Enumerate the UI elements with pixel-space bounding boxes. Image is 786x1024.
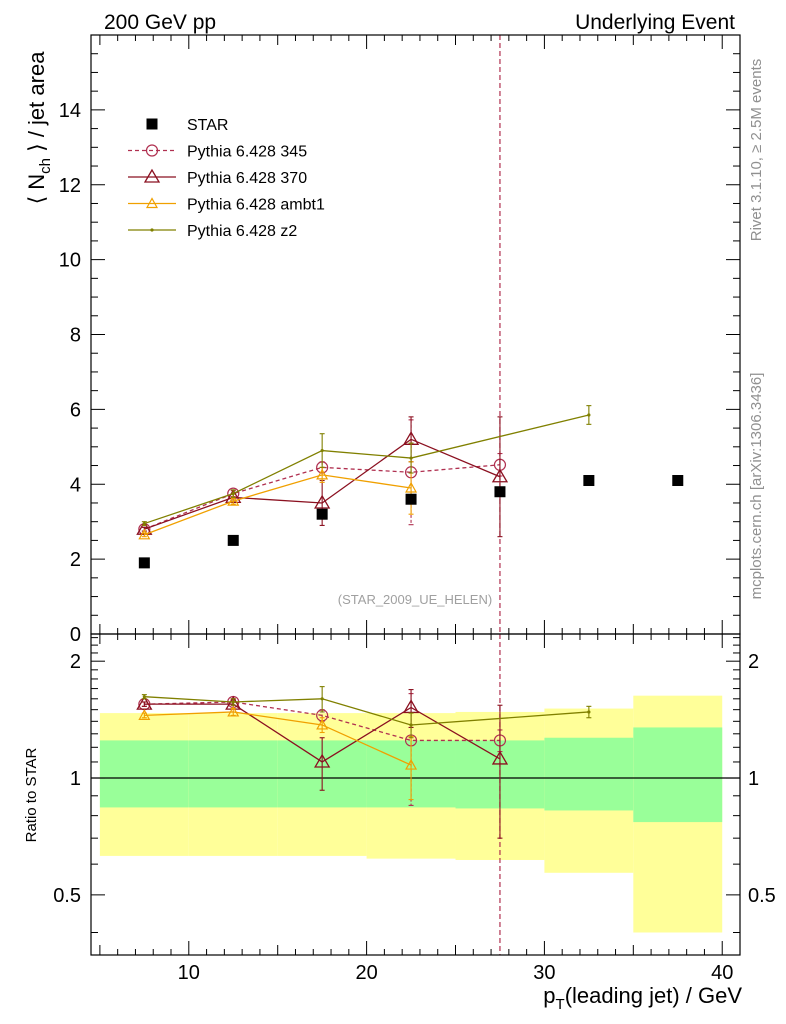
ratio-y-tick-label-right: 1	[748, 768, 759, 790]
main-z2-point	[231, 492, 235, 496]
legend-p345-label: Pythia 6.428 345	[187, 144, 307, 161]
analysis-label: (STAR_2009_UE_HELEN)	[338, 592, 492, 607]
header-right: Underlying Event	[575, 11, 735, 34]
main-star-point	[672, 475, 684, 487]
x-axis-label: pT(leading jet) / GeV	[543, 983, 742, 1013]
x-tick-label: 20	[355, 962, 377, 984]
main-y-axis-label-post: ⟩ / jet area	[24, 51, 49, 158]
main-star-point	[316, 508, 328, 520]
ratio-band-inner	[544, 737, 634, 811]
main-ambt1-point	[227, 494, 240, 506]
legend-ambt1-label: Pythia 6.428 ambt1	[187, 197, 325, 214]
rivet-label: Rivet 3.1.10, ≥ 2.5M events	[748, 59, 765, 242]
ratio-z2-point	[231, 700, 235, 704]
main-y-tick-label: 4	[70, 474, 81, 496]
ratio-panel-frame	[90, 633, 741, 956]
ratio-band-inner	[99, 740, 189, 808]
main-y-tick-label: 8	[70, 325, 81, 347]
legend-p370-marker	[143, 168, 161, 183]
legend-star-marker	[146, 118, 158, 130]
ratio-p370-point	[314, 753, 331, 768]
legend-z2-marker	[150, 228, 154, 232]
ratio-y-tick-label: 0.5	[53, 885, 81, 907]
legend-p345-marker	[145, 144, 159, 157]
x-tick-label: 10	[178, 962, 200, 984]
main-y-axis-label-sub: ch	[37, 158, 54, 174]
main-y-tick-label: 10	[59, 250, 81, 272]
ratio-z2-point	[320, 697, 324, 701]
main-ambt1-point	[138, 528, 151, 540]
main-z2-point	[409, 456, 413, 460]
main-y-tick-label: 2	[70, 549, 81, 571]
x-axis-label-pre: p	[543, 983, 555, 1008]
main-y-tick-label: 6	[70, 399, 81, 421]
legend-z2-label: Pythia 6.428 z2	[187, 223, 297, 240]
main-z2-point	[142, 521, 146, 526]
header-left: 200 GeV pp	[104, 11, 216, 34]
main-panel-ticks: 0 2 4 6 8 10 12 14	[59, 35, 740, 646]
ratio-y-tick-label-right: 2	[748, 651, 759, 673]
x-axis-label-sub: T	[556, 996, 565, 1013]
main-y-axis-label-pre: ⟨ N	[24, 174, 49, 205]
ratio-ambt1-point	[405, 758, 418, 770]
x-axis-label-post: (leading jet) / GeV	[565, 983, 743, 1008]
main-y-tick-label: 0	[70, 624, 81, 646]
main-ambt1-line	[144, 474, 412, 536]
ratio-y-tick-label: 1	[70, 768, 81, 790]
ratio-ambt1-point	[227, 705, 240, 717]
ratio-ambt1-point	[316, 718, 329, 730]
ratio-band-inner	[188, 740, 278, 808]
main-p345-line	[144, 464, 501, 530]
ratio-y-tick-label-right: 0.5	[748, 885, 776, 907]
main-ambt1-point	[405, 481, 418, 493]
x-tick-label: 30	[533, 962, 555, 984]
ratio-p370-point	[136, 695, 153, 710]
ratio-panel-marks	[91, 634, 740, 955]
main-ambt1-point	[316, 468, 329, 480]
ratio-z2-point	[142, 695, 146, 699]
main-y-tick-label: 14	[59, 100, 81, 122]
main-p370-point	[491, 468, 509, 483]
ratio-z2-point	[409, 723, 413, 727]
legend-star-label: STAR	[187, 117, 228, 134]
ratio-ambt1-line	[144, 711, 412, 766]
legend-ambt1-marker	[145, 197, 159, 209]
main-y-axis-label: ⟨ Nch ⟩ / jet area	[24, 51, 54, 205]
ratio-panel-ticks: 0.5 0.5 1 1 2 2 10 20 30 40	[53, 634, 776, 984]
ratio-y-axis-label: Ratio to STAR	[23, 747, 40, 842]
ratio-p370-point	[491, 750, 509, 765]
legend-p370-label: Pythia 6.428 370	[187, 170, 307, 187]
main-star-point	[227, 534, 239, 546]
mcplots-label: mcplots.cern.ch [arXiv:1306.3436]	[748, 373, 765, 600]
main-panel-marks	[136, 35, 684, 634]
main-p370-point	[314, 494, 331, 509]
ratio-z2-point	[587, 710, 591, 714]
legend: STAR Pythia 6.428 345 Pythia 6.428 370 Pyth…	[128, 117, 325, 240]
ratio-frame-rect	[90, 633, 741, 956]
main-z2-point	[587, 413, 591, 417]
main-star-point	[494, 486, 506, 498]
x-tick-label: 40	[711, 962, 733, 984]
main-z2-point	[320, 448, 324, 453]
ratio-p370-point	[402, 699, 420, 714]
ratio-y-tick-label: 2	[70, 651, 81, 673]
main-star-point	[405, 493, 417, 505]
ratio-ambt1-point	[138, 709, 151, 720]
main-star-point	[138, 557, 150, 569]
main-y-tick-label: 12	[59, 175, 81, 197]
main-star-point	[583, 475, 595, 487]
ratio-band-inner	[633, 727, 723, 823]
